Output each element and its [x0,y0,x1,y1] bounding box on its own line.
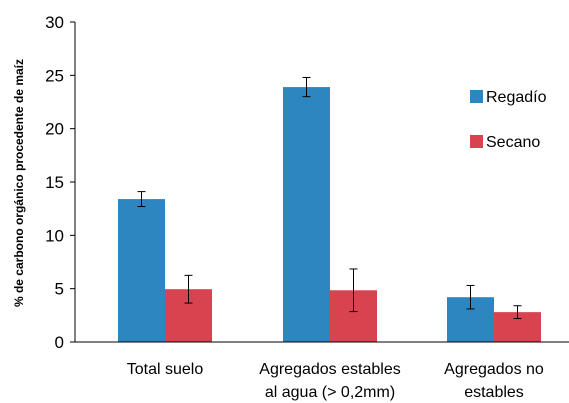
y-tick-label: 0 [55,333,64,352]
bar-regado-1 [283,87,330,342]
y-axis-title: % de carbono orgánico procedente de maíz [12,59,26,307]
x-category-label: Total suelo [127,361,204,378]
legend-label: Regadío [486,89,547,106]
y-axis: 0 5 10 15 20 25 30 [45,13,75,352]
y-tick-label: 5 [55,280,64,299]
bar-regado-0 [118,199,165,342]
legend-swatch-secano [470,135,483,148]
legend-label: Secano [486,134,540,151]
y-tick-label: 30 [45,13,64,32]
bars [118,77,541,342]
y-tick-label: 10 [45,226,64,245]
x-category-label: Agregados no [444,361,544,378]
legend: Regadío Secano [470,89,547,151]
y-tick-label: 25 [45,66,64,85]
x-category-label: Agregados estables [259,361,400,378]
x-axis: Total suelo Agregados estables al agua (> … [75,342,569,401]
x-category-label: estables [464,384,524,401]
y-tick-label: 15 [45,173,64,192]
x-category-label: al agua (> 0,2mm) [265,384,395,401]
legend-swatch-regado [470,90,483,103]
y-tick-label: 20 [45,120,64,139]
